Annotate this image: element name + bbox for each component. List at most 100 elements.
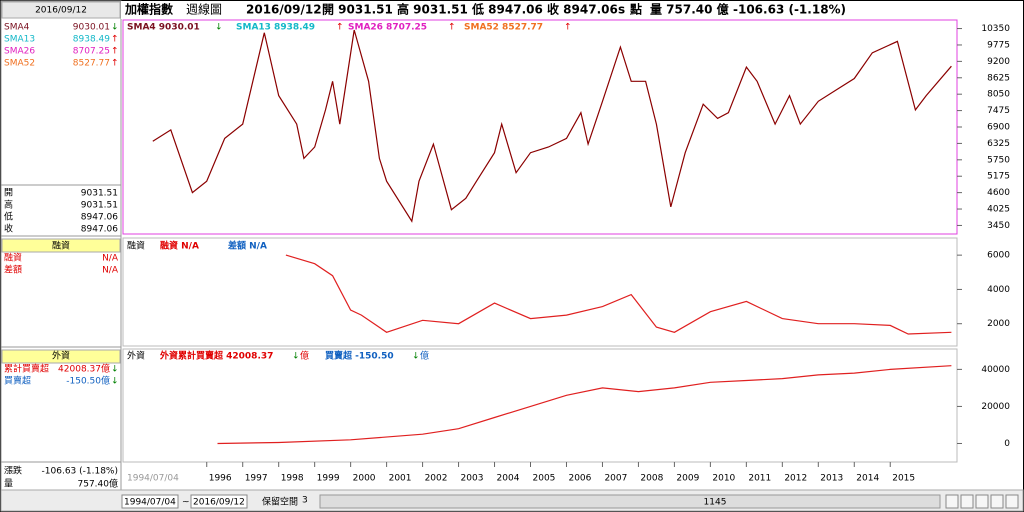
- y-tick-label: 4000: [987, 285, 1010, 295]
- button[interactable]: [960, 494, 974, 509]
- y-tick-label: 20000: [981, 402, 1010, 412]
- to-date: 2016/09/12: [193, 498, 245, 508]
- toolbar-buttons: [945, 494, 1019, 509]
- button[interactable]: [945, 494, 959, 509]
- sma-name: SMA4: [4, 23, 30, 33]
- x-tick-label: 2013: [820, 474, 843, 484]
- sma-name: SMA26: [4, 47, 35, 57]
- reserve-label[interactable]: 保留空間: [262, 496, 298, 508]
- date: 2016/09/12: [246, 3, 322, 17]
- reserve-value: 3: [302, 496, 308, 506]
- button[interactable]: [975, 494, 989, 509]
- y-tick-label: 8625: [987, 73, 1010, 83]
- foreign-arrow: ↓: [111, 377, 119, 387]
- sma-arrow: ↑: [111, 59, 119, 69]
- series-line: [217, 365, 952, 445]
- series-line: [152, 29, 952, 223]
- series-line: [285, 254, 952, 335]
- foreign-title: 外資: [52, 350, 70, 362]
- margin-legend: 融資 N/A: [160, 240, 199, 252]
- volume: 量 757.40 億: [650, 2, 729, 17]
- index-name: 加權指數: [124, 2, 173, 17]
- x-tick-label: 2004: [497, 474, 520, 484]
- foreign-panel: [122, 348, 958, 463]
- sma-value: 8527.77: [73, 59, 110, 69]
- y-tick-label: 5175: [987, 172, 1010, 182]
- foreign-label: 累計買賣超: [4, 363, 49, 375]
- sma-value: 9030.01: [73, 23, 110, 33]
- range-sep: ~: [182, 498, 190, 508]
- y-tick-label: 6900: [987, 123, 1010, 133]
- price-legend-arrow: ↑: [336, 23, 344, 33]
- scrollbar[interactable]: [319, 494, 941, 509]
- to-field[interactable]: [190, 494, 248, 509]
- x-tick-label: 2008: [640, 474, 663, 484]
- ohlc-value: 8947.06: [81, 213, 118, 223]
- x-tick-label: 2000: [353, 474, 376, 484]
- x-tick-label: 2011: [748, 474, 771, 484]
- sma-name: SMA13: [4, 35, 35, 45]
- ohlc-label: 低: [4, 211, 13, 223]
- price-legend-arrow: ↓: [215, 23, 223, 33]
- summary-label: 量: [4, 479, 13, 490]
- foreign-legend-arrow: ↓: [292, 352, 300, 362]
- sma-arrow: ↓: [111, 23, 119, 33]
- button[interactable]: [990, 494, 1004, 509]
- foreign-value: 42008.37億: [58, 363, 110, 375]
- side-date-box: [1, 1, 121, 19]
- close: 收 8947.06: [547, 2, 618, 17]
- sma-arrow: ↑: [111, 47, 119, 57]
- x-tick-label: 2009: [676, 474, 699, 484]
- margin-legend: 差額 N/A: [228, 240, 267, 252]
- from-field[interactable]: [121, 494, 179, 509]
- x-tick-label: 2002: [425, 474, 448, 484]
- y-tick-label: 6325: [987, 139, 1010, 149]
- x-tick-label: 1999: [317, 474, 340, 484]
- x-tick-label: 2006: [568, 474, 591, 484]
- foreign-legend: 買賣超 -150.50: [325, 350, 394, 362]
- button[interactable]: [1005, 494, 1019, 509]
- from-date: 1994/07/04: [124, 498, 176, 508]
- price-legend: SMA4 9030.01: [127, 23, 200, 33]
- foreign-title-box: [1, 349, 121, 364]
- y-tick-label: 40000: [981, 365, 1010, 375]
- high: 高 9031.51: [397, 2, 468, 17]
- x-tick-label: 2015: [892, 474, 915, 484]
- change: -106.63 (-1.18%): [733, 3, 846, 17]
- x-tick-label: 2014: [856, 474, 879, 484]
- unit: 點: [630, 2, 642, 17]
- margin-panel: [122, 237, 958, 347]
- price-legend-arrow: ↑: [564, 23, 572, 33]
- foreign-legend-arrow: ↓: [412, 352, 420, 362]
- sma-name: SMA52: [4, 59, 35, 69]
- summary-value: -106.63 (-1.18%): [42, 467, 118, 477]
- x-tick-label: 2007: [604, 474, 627, 484]
- foreign-legend: 外資累計買賣超 42008.37: [159, 350, 273, 362]
- y-tick-label: 4600: [987, 188, 1010, 198]
- header-bar: [121, 1, 1023, 19]
- x-tick-label: 1996: [209, 474, 232, 484]
- summary-value: 757.40億: [78, 478, 119, 490]
- open: 開 9031.51: [322, 3, 393, 17]
- sma-arrow: ↑: [111, 35, 119, 45]
- y-tick-label: 5750: [987, 155, 1010, 165]
- y-tick-label: 0: [1004, 439, 1010, 449]
- x-start-label: 1994/07/04: [127, 474, 179, 484]
- margin-value: N/A: [102, 254, 119, 264]
- side-date: 2016/09/12: [35, 6, 87, 16]
- margin-title: 融資: [52, 240, 70, 252]
- margin-label: 融資: [4, 252, 22, 264]
- low: 低 8947.06: [471, 2, 543, 17]
- summary-label: 漲跌: [4, 466, 22, 477]
- ohlc-value: 8947.06: [81, 225, 118, 235]
- x-tick-label: 2005: [533, 474, 556, 484]
- margin-title-box: [1, 238, 121, 253]
- ohlc-value: 9031.51: [81, 201, 118, 211]
- foreign-panel-title: 外資: [127, 350, 145, 362]
- x-tick-label: 2003: [461, 474, 484, 484]
- x-tick-label: 2001: [389, 474, 412, 484]
- foreign-arrow: ↓: [111, 365, 119, 375]
- price-legend: SMA13 8938.49: [236, 23, 315, 33]
- margin-panel-title: 融資: [127, 240, 145, 252]
